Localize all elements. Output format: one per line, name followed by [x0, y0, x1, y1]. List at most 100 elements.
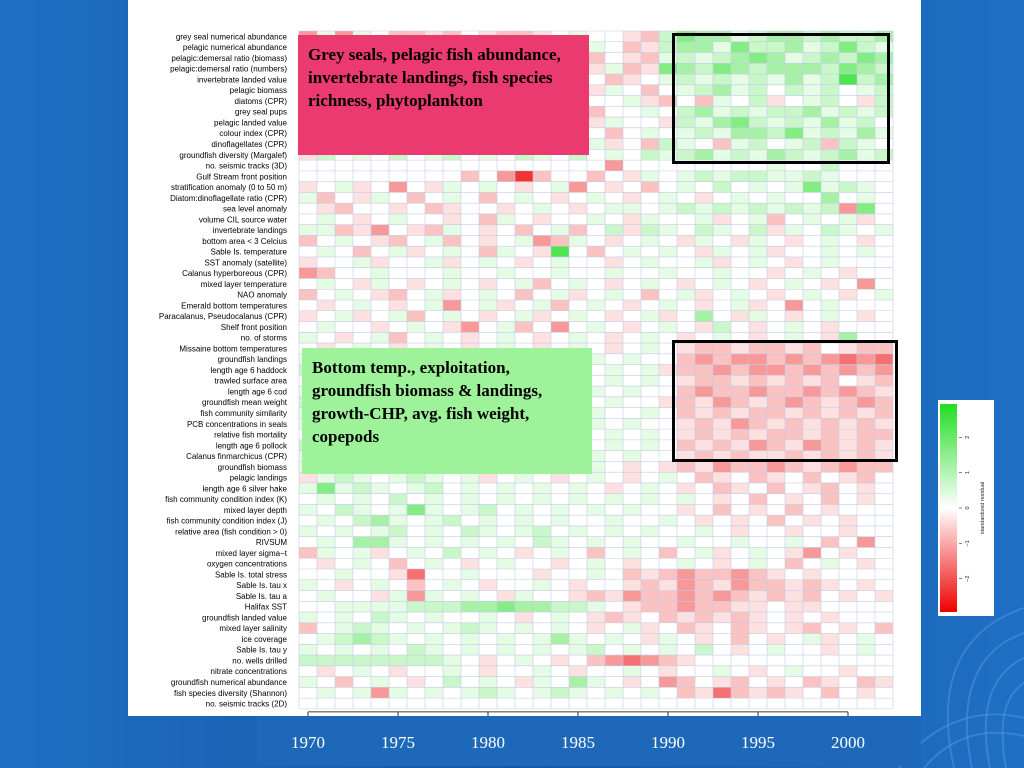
heatmap-cell	[479, 590, 497, 602]
heatmap-cell	[875, 396, 893, 408]
heatmap-cell	[497, 687, 515, 699]
heatmap-cell	[875, 289, 893, 300]
heatmap-cell	[497, 213, 515, 225]
heatmap-cell	[695, 203, 713, 214]
decorative-swirl	[898, 607, 1024, 768]
heatmap-cell	[623, 181, 641, 193]
heatmap-cell	[875, 106, 893, 118]
heatmap-cell	[623, 117, 641, 128]
heatmap-cell	[767, 558, 785, 569]
heatmap-cell	[623, 547, 641, 559]
heatmap-cell	[839, 52, 857, 64]
heatmap-cell	[371, 698, 389, 709]
heatmap-cell	[623, 569, 641, 580]
heatmap-cell	[371, 203, 389, 214]
heatmap-cell	[875, 300, 893, 311]
heatmap-cell	[641, 590, 659, 602]
heatmap-cell	[317, 246, 335, 257]
heatmap-cell	[425, 558, 443, 569]
heatmap-cell	[731, 612, 749, 623]
heatmap-cell	[551, 655, 569, 666]
heatmap-cell	[605, 224, 623, 236]
heatmap-cell	[803, 439, 821, 451]
heatmap-cell	[659, 149, 677, 161]
heatmap-cell	[659, 590, 677, 602]
heatmap-cell	[785, 547, 803, 559]
heatmap-cell	[695, 493, 713, 505]
heatmap-cell	[677, 396, 695, 408]
heatmap-cell	[695, 332, 713, 344]
heatmap-cell	[533, 289, 551, 300]
heatmap-cell	[605, 106, 623, 118]
heatmap-cell	[641, 310, 659, 322]
heatmap-cell	[587, 84, 605, 96]
heatmap-cell	[443, 558, 461, 569]
heatmap-cell	[641, 343, 659, 354]
heatmap-cell	[677, 343, 695, 354]
heatmap-cell	[803, 676, 821, 688]
heatmap-cell	[641, 569, 659, 580]
heatmap-cell	[605, 633, 623, 645]
heatmap-cell	[515, 321, 533, 333]
heatmap-cell	[785, 289, 803, 300]
heatmap-cell	[569, 525, 587, 537]
heatmap-cell	[731, 525, 749, 537]
heatmap-cell	[659, 203, 677, 214]
heatmap-cell	[461, 482, 479, 494]
heatmap-cell	[731, 601, 749, 613]
heatmap-cell	[821, 612, 839, 623]
heatmap-cell	[695, 386, 713, 397]
heatmap-cell	[587, 310, 605, 322]
heatmap-cell	[839, 117, 857, 128]
heatmap-cell	[803, 644, 821, 656]
heatmap-cell	[695, 547, 713, 559]
heatmap-cell	[389, 300, 407, 311]
row-label: RIVSUM	[256, 538, 287, 547]
heatmap-cell	[731, 321, 749, 333]
heatmap-cell	[461, 655, 479, 666]
heatmap-cell	[731, 439, 749, 451]
heatmap-cell	[443, 267, 461, 279]
heatmap-cell	[785, 160, 803, 171]
heatmap-cell	[839, 170, 857, 182]
heatmap-cell	[749, 117, 767, 128]
heatmap-cell	[641, 579, 659, 591]
heatmap-cell	[803, 127, 821, 139]
heatmap-cell	[299, 525, 317, 537]
heatmap-cell	[605, 192, 623, 204]
heatmap-cell	[659, 321, 677, 333]
heatmap-cell	[533, 213, 551, 225]
heatmap-cell	[623, 310, 641, 322]
heatmap-cell	[569, 235, 587, 247]
heatmap-cell	[641, 300, 659, 311]
heatmap-cell	[533, 267, 551, 279]
heatmap-cell	[839, 569, 857, 580]
heatmap-cell	[857, 235, 875, 247]
heatmap-cell	[497, 192, 515, 204]
heatmap-cell	[641, 203, 659, 214]
heatmap-cell	[857, 343, 875, 354]
heatmap-cell	[443, 622, 461, 634]
heatmap-cell	[767, 52, 785, 64]
heatmap-cell	[659, 547, 677, 559]
heatmap-cell	[821, 278, 839, 290]
heatmap-cell	[335, 278, 353, 290]
heatmap-cell	[317, 192, 335, 204]
heatmap-cell	[569, 289, 587, 300]
heatmap-cell	[587, 407, 605, 419]
heatmap-cell	[857, 138, 875, 150]
heatmap-cell	[479, 665, 497, 677]
heatmap-cell	[767, 547, 785, 559]
heatmap-cell	[569, 170, 587, 182]
heatmap-cell	[839, 386, 857, 397]
heatmap-cell	[551, 203, 569, 214]
heatmap-cell	[641, 676, 659, 688]
heatmap-cell	[803, 235, 821, 247]
heatmap-cell	[785, 364, 803, 376]
heatmap-cell	[371, 235, 389, 247]
heatmap-cell	[749, 181, 767, 193]
heatmap-cell	[515, 493, 533, 505]
heatmap-cell	[677, 256, 695, 268]
heatmap-cell	[803, 590, 821, 602]
heatmap-cell	[461, 160, 479, 171]
